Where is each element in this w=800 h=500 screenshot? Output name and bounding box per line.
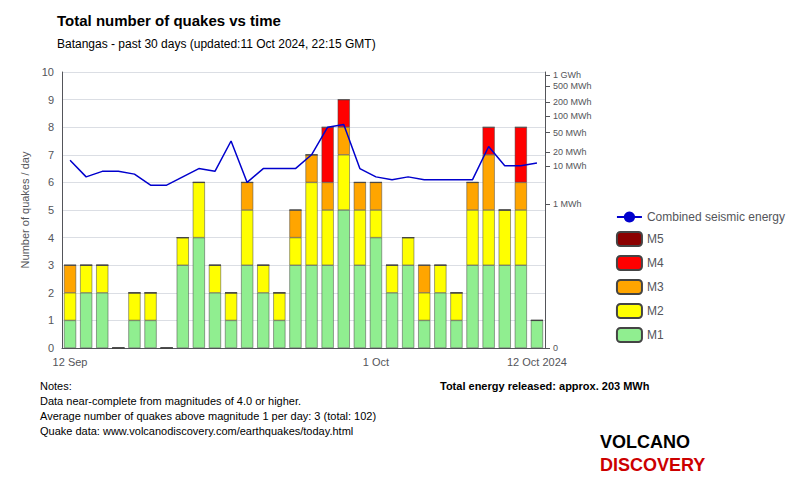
svg-text:6: 6	[48, 176, 54, 188]
svg-text:10: 10	[42, 66, 54, 78]
svg-text:Average number of quakes above: Average number of quakes above magnitude…	[40, 410, 376, 422]
svg-text:Number of quakes / day: Number of quakes / day	[19, 151, 31, 268]
svg-text:M2: M2	[647, 304, 664, 318]
svg-text:Data near-complete from magnit: Data near-complete from magnitudes of 4.…	[40, 395, 301, 407]
svg-text:DISCOVERY: DISCOVERY	[600, 455, 705, 475]
svg-text:12 Oct 2024: 12 Oct 2024	[507, 356, 567, 368]
svg-text:Total energy released: approx.: Total energy released: approx. 203 MWh	[440, 380, 650, 392]
svg-text:7: 7	[48, 149, 54, 161]
svg-text:0: 0	[48, 342, 54, 354]
svg-text:10 MWh: 10 MWh	[553, 161, 587, 171]
svg-text:M5: M5	[647, 232, 664, 246]
svg-text:1: 1	[48, 314, 54, 326]
svg-text:Notes:: Notes:	[40, 380, 72, 392]
svg-text:1 MWh: 1 MWh	[553, 199, 582, 209]
svg-text:5: 5	[48, 204, 54, 216]
svg-text:50 MWh: 50 MWh	[553, 128, 587, 138]
svg-text:Batangas - past 30 days (updat: Batangas - past 30 days (updated:11 Oct …	[57, 37, 376, 51]
svg-text:12 Sep: 12 Sep	[53, 356, 88, 368]
svg-text:M4: M4	[647, 256, 664, 270]
svg-text:100 MWh: 100 MWh	[553, 111, 592, 121]
svg-text:M3: M3	[647, 280, 664, 294]
svg-text:20 MWh: 20 MWh	[553, 147, 587, 157]
svg-text:3: 3	[48, 259, 54, 271]
svg-text:1 Oct: 1 Oct	[363, 356, 389, 368]
svg-text:0: 0	[553, 343, 558, 353]
svg-text:Total number of quakes vs time: Total number of quakes vs time	[57, 12, 281, 29]
svg-text:Quake data: www.volcanodiscove: Quake data: www.volcanodiscovery.com/ear…	[40, 425, 353, 437]
svg-text:Combined seismic energy: Combined seismic energy	[647, 210, 785, 224]
svg-text:1 GWh: 1 GWh	[553, 70, 581, 80]
svg-text:200 MWh: 200 MWh	[553, 97, 592, 107]
svg-text:2: 2	[48, 287, 54, 299]
svg-text:M1: M1	[647, 328, 664, 342]
svg-text:500 MWh: 500 MWh	[553, 81, 592, 91]
svg-text:8: 8	[48, 121, 54, 133]
svg-text:4: 4	[48, 232, 54, 244]
svg-text:9: 9	[48, 94, 54, 106]
svg-text:VOLCANO: VOLCANO	[600, 432, 690, 452]
